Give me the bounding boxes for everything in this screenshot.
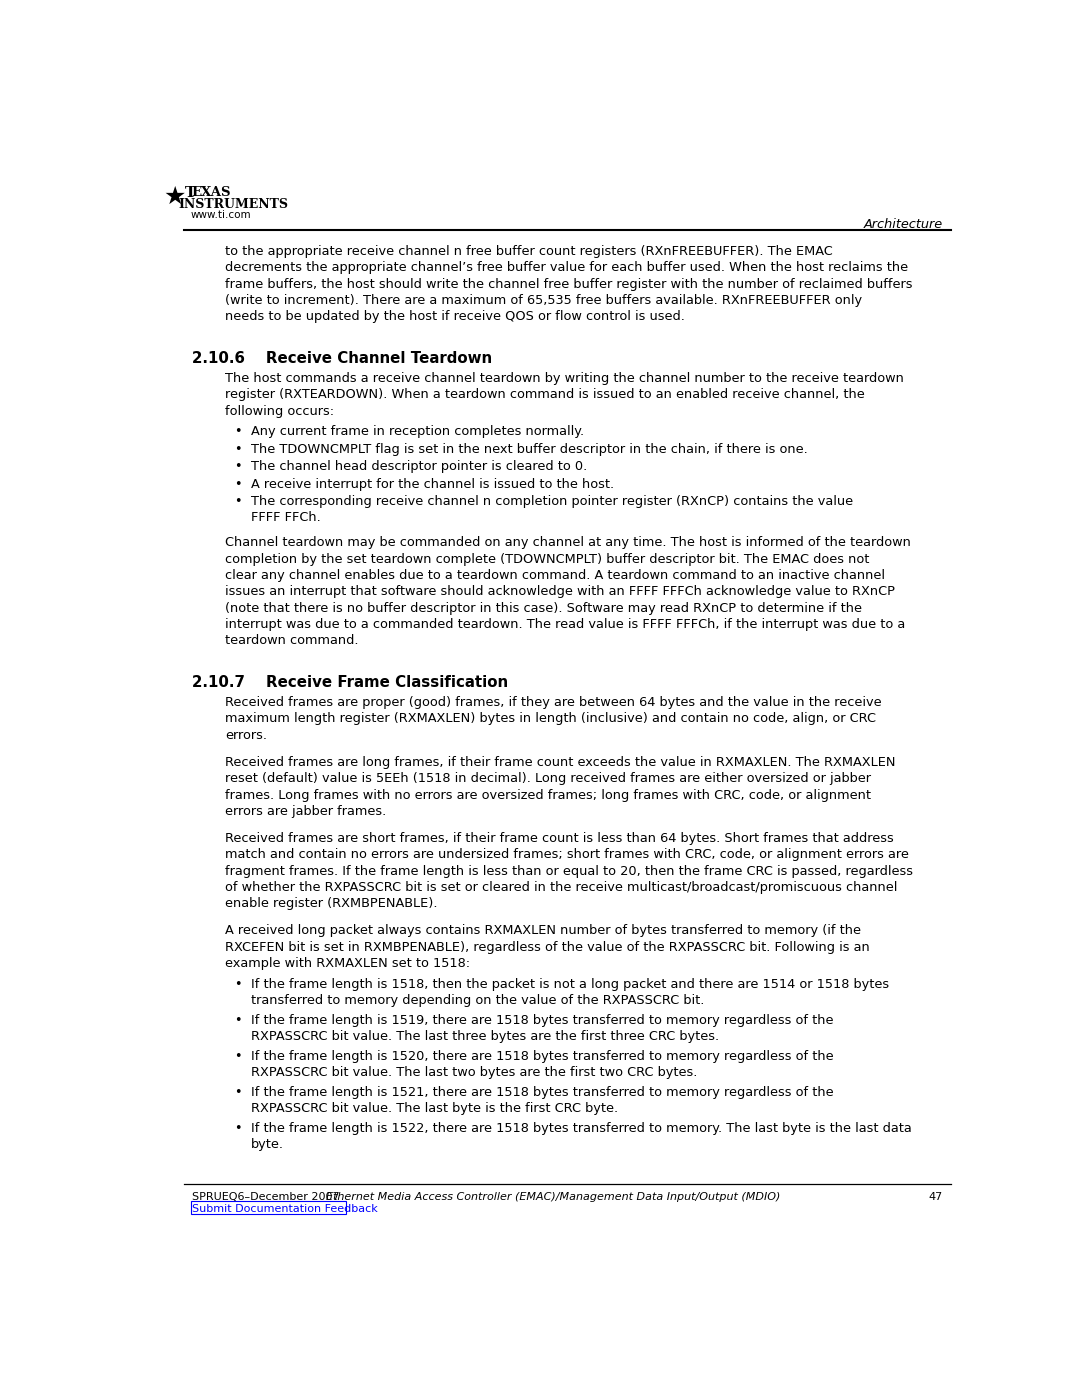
Text: (note that there is no buffer descriptor in this case). Software may read RXnCP : (note that there is no buffer descriptor… (226, 602, 863, 615)
Text: interrupt was due to a commanded teardown. The read value is FFFF FFFCh, if the : interrupt was due to a commanded teardow… (226, 617, 906, 631)
Text: match and contain no errors are undersized frames; short frames with CRC, code, : match and contain no errors are undersiz… (226, 848, 909, 862)
Text: INSTRUMENTS: INSTRUMENTS (178, 198, 288, 211)
Text: RXPASSCRC bit value. The last byte is the first CRC byte.: RXPASSCRC bit value. The last byte is th… (251, 1102, 618, 1115)
Text: maximum length register (RXMAXLEN) bytes in length (inclusive) and contain no co: maximum length register (RXMAXLEN) bytes… (226, 712, 876, 725)
Text: •: • (233, 443, 241, 455)
Text: register (RXTEARDOWN). When a teardown command is issued to an enabled receive c: register (RXTEARDOWN). When a teardown c… (226, 388, 865, 401)
Text: Received frames are long frames, if their frame count exceeds the value in RXMAX: Received frames are long frames, if thei… (226, 756, 896, 768)
Text: (write to increment). There are a maximum of 65,535 free buffers available. RXnF: (write to increment). There are a maximu… (226, 295, 863, 307)
Text: 2.10.7    Receive Frame Classification: 2.10.7 Receive Frame Classification (192, 675, 508, 690)
Text: •: • (233, 478, 241, 490)
Text: FFFF FFCh.: FFFF FFCh. (251, 511, 321, 524)
Text: EXAS: EXAS (191, 186, 230, 198)
Text: RXCEFEN bit is set in RXMBPENABLE), regardless of the value of the RXPASSCRC bit: RXCEFEN bit is set in RXMBPENABLE), rega… (226, 940, 870, 954)
Text: fragment frames. If the frame length is less than or equal to 20, then the frame: fragment frames. If the frame length is … (226, 865, 914, 877)
Text: SPRUEQ6–December 2007: SPRUEQ6–December 2007 (192, 1192, 339, 1201)
Text: Received frames are proper (good) frames, if they are between 64 bytes and the v: Received frames are proper (good) frames… (226, 696, 882, 710)
Text: decrements the appropriate channel’s free buffer value for each buffer used. Whe: decrements the appropriate channel’s fre… (226, 261, 908, 274)
Text: Submit Documentation Feedback: Submit Documentation Feedback (192, 1204, 378, 1214)
Text: 47: 47 (929, 1192, 943, 1201)
Text: transferred to memory depending on the value of the RXPASSCRC bit.: transferred to memory depending on the v… (251, 995, 704, 1007)
Text: The host commands a receive channel teardown by writing the channel number to th: The host commands a receive channel tear… (226, 372, 904, 386)
Text: •: • (233, 1122, 241, 1134)
Text: •: • (233, 425, 241, 439)
Text: ★: ★ (163, 184, 186, 208)
Text: A receive interrupt for the channel is issued to the host.: A receive interrupt for the channel is i… (251, 478, 613, 490)
Text: Architecture: Architecture (864, 218, 943, 231)
Text: following occurs:: following occurs: (226, 405, 335, 418)
Text: •: • (233, 978, 241, 990)
Text: RXPASSCRC bit value. The last three bytes are the first three CRC bytes.: RXPASSCRC bit value. The last three byte… (251, 1030, 718, 1044)
Text: enable register (RXMBPENABLE).: enable register (RXMBPENABLE). (226, 897, 437, 911)
Text: •: • (233, 1085, 241, 1098)
Text: 2.10.6    Receive Channel Teardown: 2.10.6 Receive Channel Teardown (192, 351, 492, 366)
Text: errors are jabber frames.: errors are jabber frames. (226, 805, 387, 817)
Text: frames. Long frames with no errors are oversized frames; long frames with CRC, c: frames. Long frames with no errors are o… (226, 788, 872, 802)
Text: A received long packet always contains RXMAXLEN number of bytes transferred to m: A received long packet always contains R… (226, 925, 862, 937)
Text: errors.: errors. (226, 729, 268, 742)
Text: If the frame length is 1519, there are 1518 bytes transferred to memory regardle: If the frame length is 1519, there are 1… (251, 1014, 833, 1027)
Text: If the frame length is 1522, there are 1518 bytes transferred to memory. The las: If the frame length is 1522, there are 1… (251, 1122, 912, 1134)
Text: teardown command.: teardown command. (226, 634, 359, 647)
Text: needs to be updated by the host if receive QOS or flow control is used.: needs to be updated by the host if recei… (226, 310, 686, 324)
Text: T: T (186, 186, 197, 200)
Text: The TDOWNCMPLT flag is set in the next buffer descriptor in the chain, if there : The TDOWNCMPLT flag is set in the next b… (251, 443, 807, 455)
Text: RXPASSCRC bit value. The last two bytes are the first two CRC bytes.: RXPASSCRC bit value. The last two bytes … (251, 1066, 697, 1078)
Text: example with RXMAXLEN set to 1518:: example with RXMAXLEN set to 1518: (226, 957, 471, 970)
Text: •: • (233, 460, 241, 474)
Text: Any current frame in reception completes normally.: Any current frame in reception completes… (251, 425, 583, 439)
Text: •: • (233, 1049, 241, 1063)
Text: •: • (233, 1014, 241, 1027)
Text: issues an interrupt that software should acknowledge with an FFFF FFFCh acknowle: issues an interrupt that software should… (226, 585, 895, 598)
Text: The channel head descriptor pointer is cleared to 0.: The channel head descriptor pointer is c… (251, 460, 586, 474)
Text: completion by the set teardown complete (TDOWNCMPLT) buffer descriptor bit. The : completion by the set teardown complete … (226, 553, 869, 566)
Text: reset (default) value is 5EEh (1518 in decimal). Long received frames are either: reset (default) value is 5EEh (1518 in d… (226, 773, 872, 785)
Text: of whether the RXPASSCRC bit is set or cleared in the receive multicast/broadcas: of whether the RXPASSCRC bit is set or c… (226, 882, 897, 894)
Text: clear any channel enables due to a teardown command. A teardown command to an in: clear any channel enables due to a teard… (226, 569, 886, 583)
Text: byte.: byte. (251, 1139, 284, 1151)
Text: frame buffers, the host should write the channel free buffer register with the n: frame buffers, the host should write the… (226, 278, 913, 291)
Text: Channel teardown may be commanded on any channel at any time. The host is inform: Channel teardown may be commanded on any… (226, 536, 912, 549)
Text: www.ti.com: www.ti.com (190, 210, 251, 219)
Text: The corresponding receive channel n completion pointer register (RXnCP) contains: The corresponding receive channel n comp… (251, 495, 852, 509)
Text: to the appropriate receive channel n free buffer count registers (RXnFREEBUFFER): to the appropriate receive channel n fre… (226, 244, 833, 258)
Text: •: • (233, 495, 241, 509)
Text: If the frame length is 1521, there are 1518 bytes transferred to memory regardle: If the frame length is 1521, there are 1… (251, 1085, 833, 1098)
Text: If the frame length is 1518, then the packet is not a long packet and there are : If the frame length is 1518, then the pa… (251, 978, 889, 990)
Text: Ethernet Media Access Controller (EMAC)/Management Data Input/Output (MDIO): Ethernet Media Access Controller (EMAC)/… (326, 1192, 781, 1201)
Text: If the frame length is 1520, there are 1518 bytes transferred to memory regardle: If the frame length is 1520, there are 1… (251, 1049, 833, 1063)
Text: Received frames are short frames, if their frame count is less than 64 bytes. Sh: Received frames are short frames, if the… (226, 833, 894, 845)
